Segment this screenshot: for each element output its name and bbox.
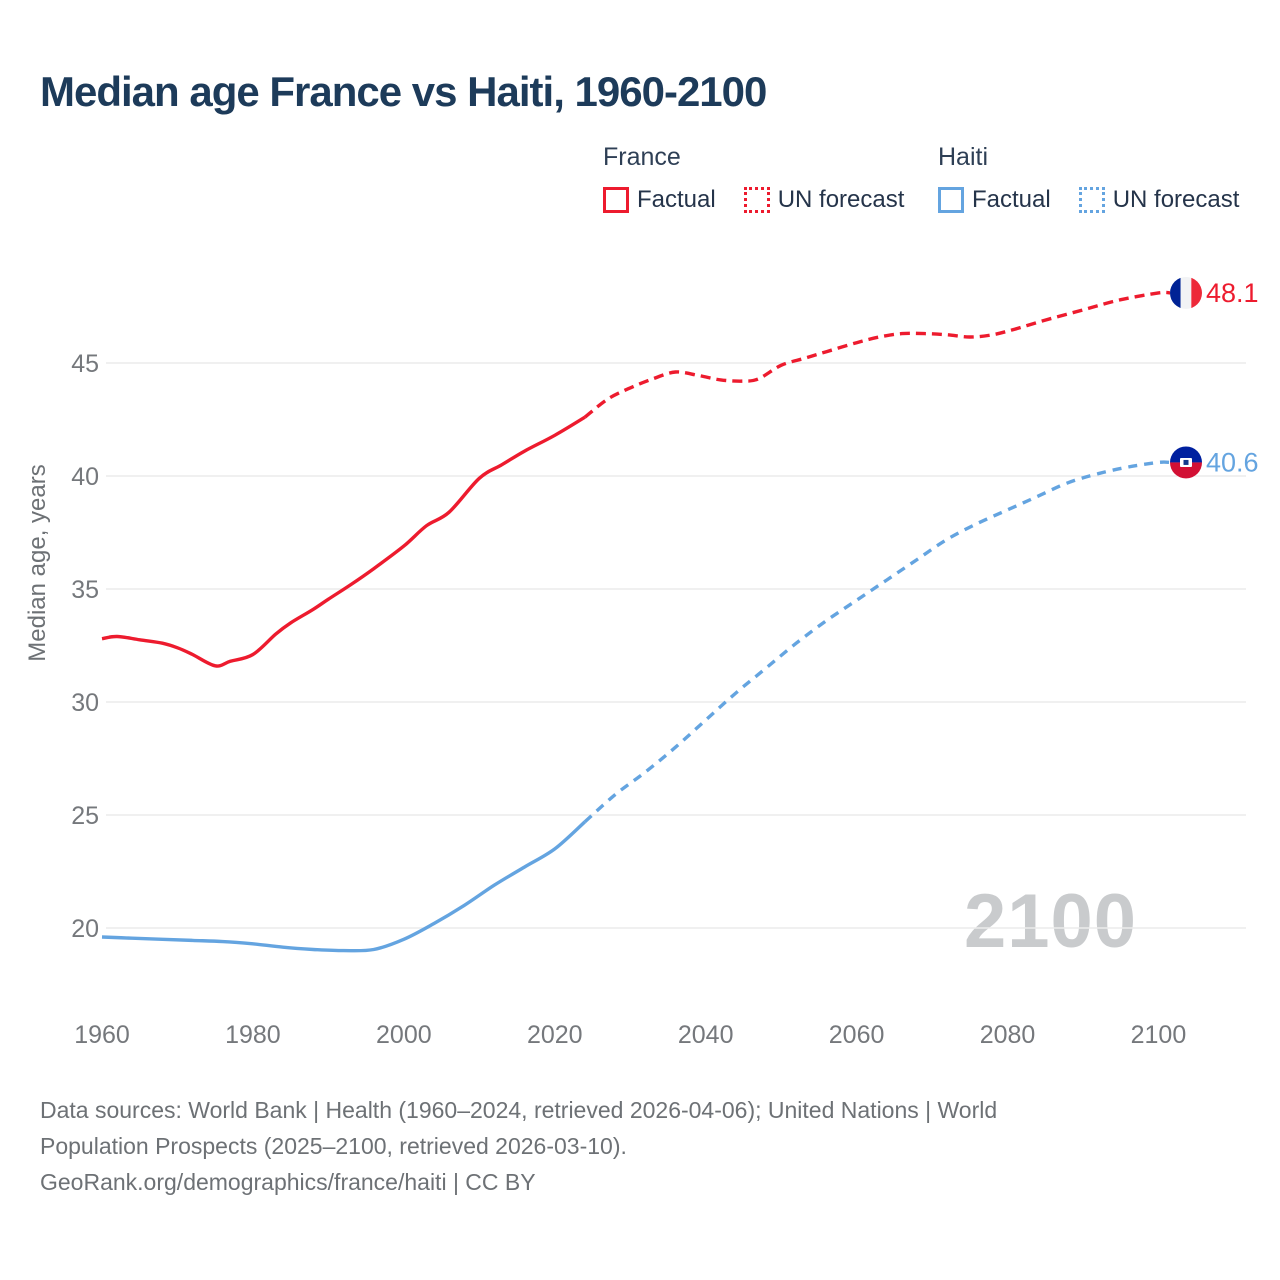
france-forecast-label: UN forecast (777, 186, 905, 213)
y-tick-label: 25 (71, 802, 99, 830)
footer: Data sources: World Bank | Health (1960–… (40, 1092, 1180, 1200)
footer-data-sources-line2: Population Prospects (2025–2100, retriev… (40, 1133, 627, 1159)
x-tick-label: 1980 (225, 1021, 281, 1049)
france-factual-swatch-icon (603, 187, 629, 213)
legend-row-france: Factual UN forecast (603, 186, 904, 214)
series-haiti-forecast (583, 460, 1171, 824)
x-tick-label: 2040 (678, 1021, 734, 1049)
x-tick-label: 2000 (376, 1021, 432, 1049)
france-factual-label: Factual (637, 186, 716, 213)
y-tick-label: 45 (71, 350, 99, 378)
legend-group-france: France Factual UN forecast (603, 143, 904, 214)
y-tick-label: 30 (71, 689, 99, 717)
haiti-flag-icon (1170, 446, 1202, 479)
page-title: Median age France vs Haiti, 1960-2100 (40, 68, 767, 115)
x-tick-label: 2080 (980, 1021, 1036, 1049)
x-tick-label: 1960 (74, 1021, 130, 1049)
legend-header-haiti: Haiti (938, 143, 989, 171)
footer-data-sources-line1: Data sources: World Bank | Health (1960–… (40, 1097, 998, 1123)
haiti-forecast-swatch-icon (1078, 187, 1105, 213)
series-france-factual (101, 415, 586, 668)
footer-attribution: GeoRank.org/demographics/france/haiti | … (40, 1169, 536, 1195)
x-tick-label: 2060 (829, 1021, 885, 1049)
x-tick-label: 2100 (1131, 1021, 1187, 1049)
france-flag-icon (1170, 276, 1202, 309)
legend-group-haiti: Haiti Factual UN forecast (938, 143, 1239, 214)
legend-header-france: France (603, 143, 681, 171)
y-axis-title: Median age, years (24, 464, 51, 661)
forecast-year-watermark: 2100 (964, 879, 1138, 964)
y-tick-label: 20 (71, 915, 99, 943)
series-haiti-factual (101, 820, 587, 953)
legend-item-haiti-forecast: UN forecast (1078, 186, 1240, 214)
haiti-forecast-label: UN forecast (1112, 186, 1240, 213)
x-tick-label: 2020 (527, 1021, 583, 1049)
legend-row-haiti: Factual UN forecast (938, 186, 1239, 214)
series-france-forecast (583, 290, 1171, 419)
legend-item-france-forecast: UN forecast (743, 186, 905, 214)
legend-item-france-factual: Factual (603, 186, 716, 214)
france-end-value-label: 48.1 (1206, 278, 1259, 308)
haiti-factual-swatch-icon (938, 187, 964, 213)
legend-item-haiti-factual: Factual (938, 186, 1051, 214)
haiti-factual-label: Factual (972, 186, 1051, 213)
haiti-end-value-label: 40.6 (1206, 447, 1259, 477)
y-tick-label: 35 (71, 576, 99, 604)
france-forecast-swatch-icon (743, 187, 770, 213)
y-tick-label: 40 (71, 463, 99, 491)
